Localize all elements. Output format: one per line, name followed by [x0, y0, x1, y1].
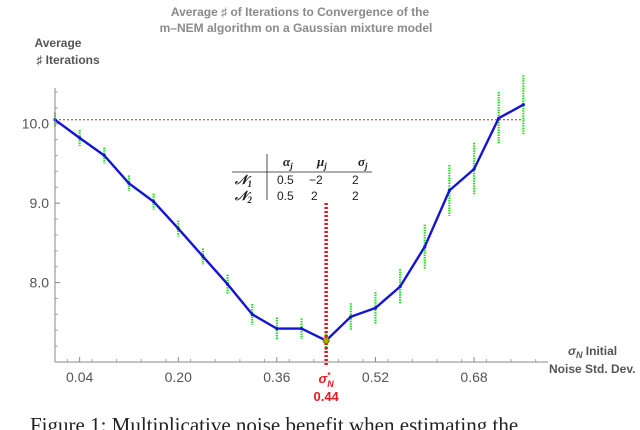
series-point — [423, 245, 427, 249]
series-point — [152, 199, 156, 204]
x-axis-label-line-2: Noise Std. Dev. — [549, 362, 635, 376]
series-point — [447, 188, 451, 193]
x-tick-label: 0.52 — [362, 369, 389, 385]
series-point — [176, 226, 180, 231]
figure-caption: Figure 1: Multiplicative noise benefit w… — [30, 413, 518, 430]
table-header: αj — [283, 154, 293, 171]
chart-title-line-2: m–NEM algorithm on a Gaussian mixture mo… — [160, 21, 433, 35]
series-point — [521, 103, 525, 107]
table-cell: 2 — [352, 173, 359, 187]
series-point — [349, 315, 353, 319]
table-header: σj — [358, 154, 368, 171]
series-point — [201, 254, 205, 258]
series-point — [398, 284, 402, 289]
series-point — [472, 167, 476, 171]
error-bar-layer — [53, 75, 525, 351]
table-cell: 0.5 — [277, 189, 294, 203]
table-cell: 2 — [311, 189, 318, 203]
table-cell: 2 — [352, 189, 359, 203]
y-tick-label: 8.0 — [30, 275, 50, 291]
y-axis-label-line-1: Average — [35, 36, 82, 50]
optimum-value-label: 0.44 — [313, 389, 339, 404]
x-tick-label: 0.04 — [66, 369, 93, 385]
y-tick-label: 10.0 — [22, 116, 49, 132]
x-axis-label-line-1: σN Initial — [568, 344, 617, 360]
axes-layer — [54, 88, 548, 363]
table-cell: 0.5 — [277, 173, 294, 187]
table-cell: −2 — [309, 173, 323, 187]
parameter-table: αj μj σj 𝒩1 0.5 −2 2 𝒩2 0.5 2 2 — [232, 154, 372, 205]
table-row-label: 𝒩2 — [234, 188, 252, 205]
table-header: μj — [316, 154, 327, 171]
series-point — [78, 136, 82, 140]
x-tick-label: 0.68 — [460, 369, 487, 385]
series-point — [275, 327, 279, 331]
series-point — [102, 153, 106, 158]
series-point — [225, 282, 230, 286]
chart-title-line-1: Average ♯ of Iterations to Convergence o… — [171, 5, 430, 19]
series-point — [373, 306, 378, 310]
series-point — [497, 116, 501, 120]
y-axis-label-line-2: ♯ Iterations — [36, 53, 100, 67]
series-point — [127, 181, 131, 185]
series-point — [250, 312, 254, 316]
x-tick-label: 0.36 — [263, 369, 290, 385]
series-line — [54, 103, 524, 342]
optimum-point — [322, 337, 330, 345]
x-tick-label: 0.20 — [165, 369, 192, 385]
y-tick-label: 9.0 — [30, 195, 50, 211]
optimum-layer: σ* N0.44 — [313, 203, 340, 404]
table-row-label: 𝒩1 — [234, 172, 252, 189]
tick-layer: 0.04 0.20 0.36 0.52 0.688.09.010.0 — [22, 91, 537, 385]
optimum-sigma-label: σ* N — [319, 371, 335, 389]
series-layer — [53, 103, 525, 343]
series-point — [299, 327, 304, 331]
